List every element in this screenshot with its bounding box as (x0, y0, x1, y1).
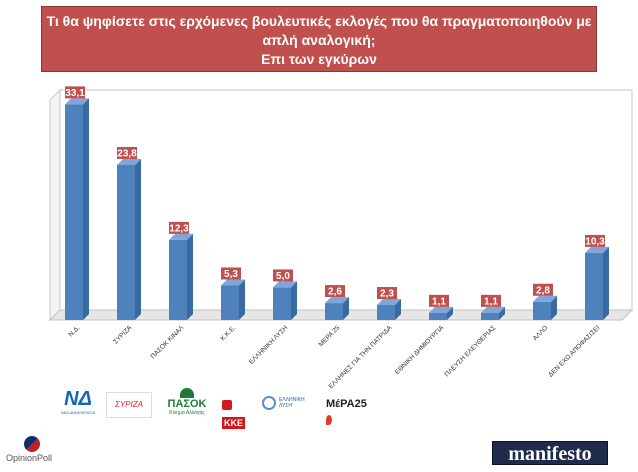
bar-9 (533, 301, 551, 320)
value-label-0: 33,1 (65, 88, 85, 99)
value-label-bg-6 (377, 287, 397, 300)
bar-1 (117, 164, 135, 320)
elliniki-lysi-logo-mark: ΕΛΛΗΝΙΚΗ ΛΥΣΗ (279, 397, 305, 409)
category-label-9: ΑΛΛΟ (532, 324, 550, 342)
value-label-bg-4 (273, 269, 293, 282)
category-label-7: ΕΘΝΙΚΗ ΔΗΜΙΟΥΡΓΙΑ (394, 324, 446, 376)
value-label-4: 5,0 (276, 271, 290, 282)
nd-logo: ΝΔ ΝΕΑ ΔΗΜΟΚΡΑΤΙΑ (58, 388, 98, 422)
pasok-sun-icon (180, 388, 194, 398)
manifesto-text: manifesto (508, 443, 592, 465)
chart-title-line1: Τι θα ψηφίσετε στις ερχόμενες βουλευτικέ… (46, 13, 592, 29)
pasok-logo-sub: Κίνημα Αλλαγής (169, 410, 205, 416)
chart-side-wall (49, 88, 61, 322)
bar-top-2 (169, 233, 193, 240)
value-label-8: 1,1 (484, 296, 498, 307)
opinionpoll-text: OpinionPoll (6, 453, 53, 463)
kke-logo: ΚΚΕ (222, 392, 258, 429)
bar-top-0 (65, 98, 89, 105)
bar-6 (377, 305, 395, 320)
bar-side-0 (83, 98, 89, 321)
bar-top-1 (117, 158, 141, 165)
elliniki-lysi-circle-icon (262, 396, 276, 410)
value-label-7: 1,1 (432, 296, 446, 307)
bar-top-8 (481, 306, 505, 313)
bar-side-9 (551, 295, 557, 320)
bar-side-1 (135, 158, 141, 320)
value-label-bg-2 (169, 221, 189, 234)
bar-top-3 (221, 279, 245, 286)
bar-7 (429, 312, 447, 320)
category-label-3: Κ.Κ.Ε. (219, 324, 237, 342)
bar-top-7 (429, 306, 453, 313)
pasok-logo: ΠΑΣΟΚ Κίνημα Αλλαγής (164, 388, 210, 422)
bar-3 (221, 285, 239, 320)
bar-10 (585, 252, 603, 320)
value-label-5: 2,6 (328, 287, 342, 298)
value-label-2: 12,3 (169, 223, 189, 234)
chart-back-wall (59, 89, 633, 311)
value-label-bg-10 (585, 234, 605, 247)
bar-side-6 (395, 299, 401, 320)
bar-top-9 (533, 295, 557, 302)
bar-5 (325, 303, 343, 320)
bar-8 (481, 312, 499, 320)
value-label-bg-0 (65, 86, 85, 99)
party-logos: ΝΔ ΝΕΑ ΔΗΜΟΚΡΑΤΙΑ ΣΥΡΙΖΑ ΠΑΣΟΚ Κίνημα Αλ… (58, 388, 378, 429)
bar-side-3 (239, 279, 245, 320)
mera25-flame-icon (326, 415, 332, 425)
nd-logo-mark: ΝΔ (64, 388, 92, 410)
chart-subtitle: Επι των εγκύρων (261, 51, 377, 67)
bar-side-7 (447, 306, 453, 320)
category-label-6: ΕΛΛΗΝΕΣ ΓΙΑ ΤΗΝ ΠΑΤΡΙΔΑ (328, 324, 394, 390)
manifesto-logo: manifesto (492, 441, 608, 465)
value-label-bg-9 (533, 283, 553, 296)
opinionpoll-circle-icon (24, 436, 40, 452)
category-label-0: Ν.Δ. (68, 324, 82, 338)
kke-logo-mark: ΚΚΕ (222, 417, 246, 429)
bar-top-5 (325, 297, 349, 304)
category-label-5: ΜΕΡΑ 25 (318, 324, 342, 348)
nd-logo-sub: ΝΕΑ ΔΗΜΟΚΡΑΤΙΑ (60, 410, 96, 415)
value-label-bg-8 (481, 294, 501, 307)
pasok-logo-mark: ΠΑΣΟΚ (167, 398, 207, 410)
syriza-logo-mark: ΣΥΡΙΖΑ (115, 400, 143, 409)
syriza-logo: ΣΥΡΙΖΑ (106, 392, 152, 418)
mera25-logo-mark: ΜέΡΑ25 (326, 398, 367, 410)
value-label-bg-1 (117, 146, 137, 159)
mera25-logo: ΜέΡΑ25 (326, 394, 376, 425)
elliniki-lysi-logo: ΕΛΛΗΝΙΚΗ ΛΥΣΗ (262, 392, 318, 416)
kke-hammer-sickle-icon (222, 400, 232, 410)
category-label-10: ΔΕΝ ΕΧΩ ΑΠΟΦΑΣΙΣΕΙ (547, 324, 601, 378)
value-label-10: 10,3 (585, 236, 605, 247)
value-label-3: 5,3 (224, 269, 238, 280)
bar-0 (65, 104, 83, 321)
bar-top-6 (377, 299, 401, 306)
chart-title-line2: απλή αναλογική; (262, 32, 376, 48)
category-label-2: ΠΑΣΟΚ ΚΙΝΑΛ (150, 324, 186, 360)
bar-top-10 (585, 246, 609, 253)
value-label-6: 2,3 (380, 289, 394, 300)
bar-2 (169, 239, 187, 320)
bar-side-2 (187, 233, 193, 320)
bar-side-4 (291, 281, 297, 320)
chart-title-box: Τι θα ψηφίσετε στις ερχόμενες βουλευτικέ… (41, 6, 597, 72)
value-label-bg-7 (429, 294, 449, 307)
bar-side-5 (343, 297, 349, 320)
value-label-9: 2,8 (536, 285, 550, 296)
value-label-1: 23,8 (117, 148, 137, 159)
category-label-1: ΣΥΡΙΖΑ (112, 324, 134, 346)
bar-side-10 (603, 246, 609, 320)
bar-side-8 (499, 306, 505, 320)
bar-top-4 (273, 281, 297, 288)
bar-4 (273, 287, 291, 320)
value-label-bg-3 (221, 267, 241, 280)
category-label-4: ΕΛΛΗΝΙΚΗ ΛΥΣΗ (248, 324, 290, 366)
value-label-bg-5 (325, 285, 345, 298)
category-label-8: ΠΛΕΥΣΗ ΕΛΕΥΘΕΡΙΑΣ (444, 324, 498, 378)
opinionpoll-logo: OpinionPoll (6, 436, 66, 470)
